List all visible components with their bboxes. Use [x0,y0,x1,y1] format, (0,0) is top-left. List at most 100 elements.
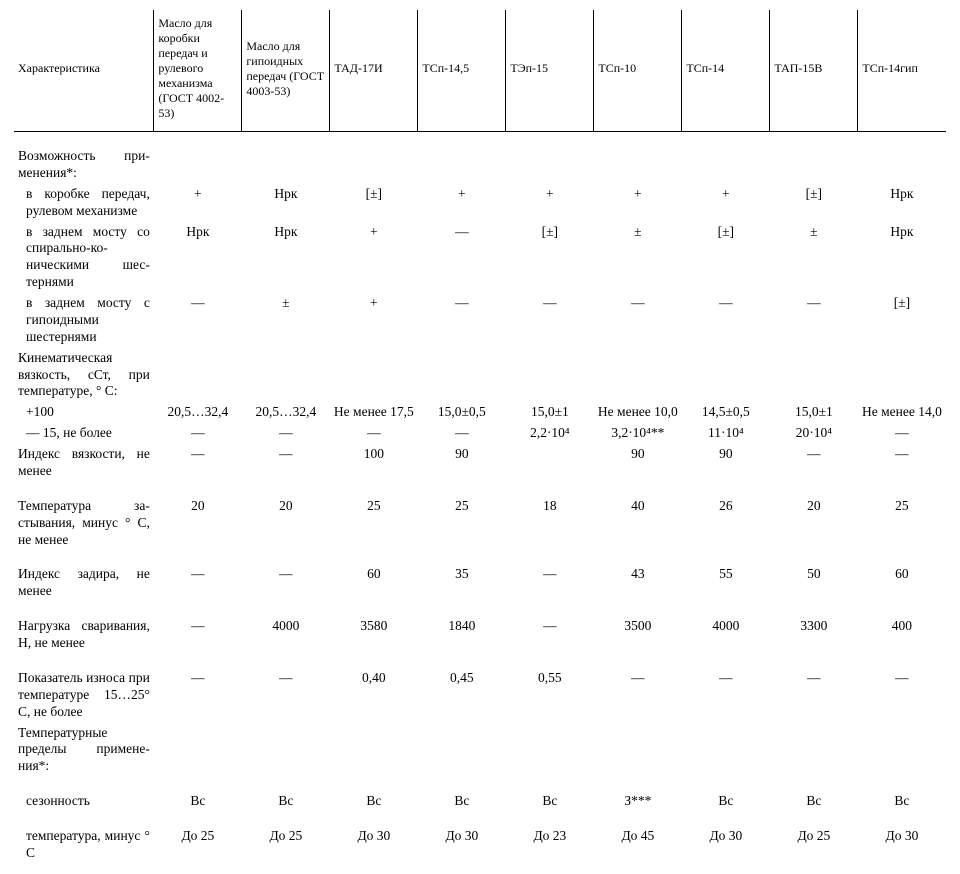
cell: 3580 [330,616,418,654]
cell: 0,55 [506,668,594,723]
cell: ± [242,293,330,348]
cell: + [330,222,418,294]
row-label: — 15, не более [14,423,154,444]
cell: — [154,668,242,723]
cell: 20 [242,496,330,551]
row-label: Индекс задира, не менее [14,564,154,602]
cell: + [682,184,770,222]
table-row: Индекс задира, не менее — — 60 35 — 43 5… [14,564,946,602]
cell: 3500 [594,616,682,654]
cell: Вс [770,791,858,812]
cell: 1840 [418,616,506,654]
cell: [±] [770,184,858,222]
table-row: температура, ми­нус ° С До 25 До 25 До 3… [14,826,946,864]
cell: До 30 [682,826,770,864]
cell: 0,40 [330,668,418,723]
cell: [±] [506,222,594,294]
cell: + [418,184,506,222]
row-label: Показатель износа при температуре 15…25°… [14,668,154,723]
row-label: в заднем мосту со спирально-ко­ническими… [14,222,154,294]
col-tad17i: ТАД-17И [330,10,418,132]
table-row: — 15, не более — — — — 2,2·10⁴ 3,2·10⁴**… [14,423,946,444]
cell: До 25 [154,826,242,864]
cell: 90 [682,444,770,482]
cell: — [858,423,946,444]
cell: + [154,184,242,222]
cell: До 25 [242,826,330,864]
table-row: в коробке пере­дач, рулевом ме­ханизме +… [14,184,946,222]
cell: До 23 [506,826,594,864]
cell: 2,2·10⁴ [506,423,594,444]
row-label: Нагрузка сварива­ния, Н, не менее [14,616,154,654]
cell: — [770,668,858,723]
cell: — [770,293,858,348]
cell: 20·10⁴ [770,423,858,444]
cell: 15,0±1 [506,402,594,423]
cell: Не менее 10,0 [594,402,682,423]
cell: 0,45 [418,668,506,723]
oil-spec-table: Характеристика Масло для коробки передач… [14,10,946,864]
cell: 20,5…32,4 [242,402,330,423]
table-row: Индекс вязкости, не менее — — 100 90 90 … [14,444,946,482]
row-label: Температура за­стывания, минус ° С, не м… [14,496,154,551]
cell: — [242,564,330,602]
cell: 60 [330,564,418,602]
cell: 15,0±0,5 [418,402,506,423]
cell: + [594,184,682,222]
cell: [±] [858,293,946,348]
cell: 3,2·10⁴** [594,423,682,444]
table-row: Возможность при­менения*: [14,146,946,184]
cell: ± [594,222,682,294]
cell: — [242,423,330,444]
row-label: в заднем мосту с гипоидными шестернями [14,293,154,348]
row-label: Возможность при­менения*: [14,146,154,184]
table-row: в заднем мосту со спирально-ко­ническими… [14,222,946,294]
cell: Вс [858,791,946,812]
cell: 20 [770,496,858,551]
cell: Вс [330,791,418,812]
cell: — [418,423,506,444]
cell: 4000 [682,616,770,654]
cell: — [506,616,594,654]
cell: 50 [770,564,858,602]
col-gost4003: Масло для гипоидных передач (ГОСТ 4003-5… [242,10,330,132]
cell: Нрк [242,222,330,294]
table-row: Показатель износа при температуре 15…25°… [14,668,946,723]
col-gost4002: Масло для коробки передач и рулевого мех… [154,10,242,132]
cell: — [154,616,242,654]
cell: — [242,668,330,723]
header-row: Характеристика Масло для коробки передач… [14,10,946,132]
cell: Вс [682,791,770,812]
cell: — [858,444,946,482]
cell: + [506,184,594,222]
cell: Нрк [858,184,946,222]
cell: Нрк [858,222,946,294]
cell: [±] [330,184,418,222]
cell: 14,5±0,5 [682,402,770,423]
cell: 25 [418,496,506,551]
table-row: в заднем мосту с гипоидными шестернями —… [14,293,946,348]
cell: 20 [154,496,242,551]
cell: — [418,222,506,294]
cell: 43 [594,564,682,602]
cell: 100 [330,444,418,482]
row-label: в коробке пере­дач, рулевом ме­ханизме [14,184,154,222]
cell: ± [770,222,858,294]
table-row: Температура за­стывания, минус ° С, не м… [14,496,946,551]
table-row: Температурные пределы примене­ния*: [14,723,946,778]
cell: Нрк [154,222,242,294]
cell: 25 [330,496,418,551]
row-label: сезонность [14,791,154,812]
cell: Нрк [242,184,330,222]
col-tsp145: ТСп-14,5 [418,10,506,132]
cell: 25 [858,496,946,551]
cell: — [594,293,682,348]
cell: 11·10⁴ [682,423,770,444]
cell: 400 [858,616,946,654]
table-row: Кинематическая вязкость, сСт, при темпер… [14,348,946,403]
cell: До 45 [594,826,682,864]
cell: — [682,293,770,348]
cell: 40 [594,496,682,551]
cell: Вс [506,791,594,812]
cell: + [330,293,418,348]
